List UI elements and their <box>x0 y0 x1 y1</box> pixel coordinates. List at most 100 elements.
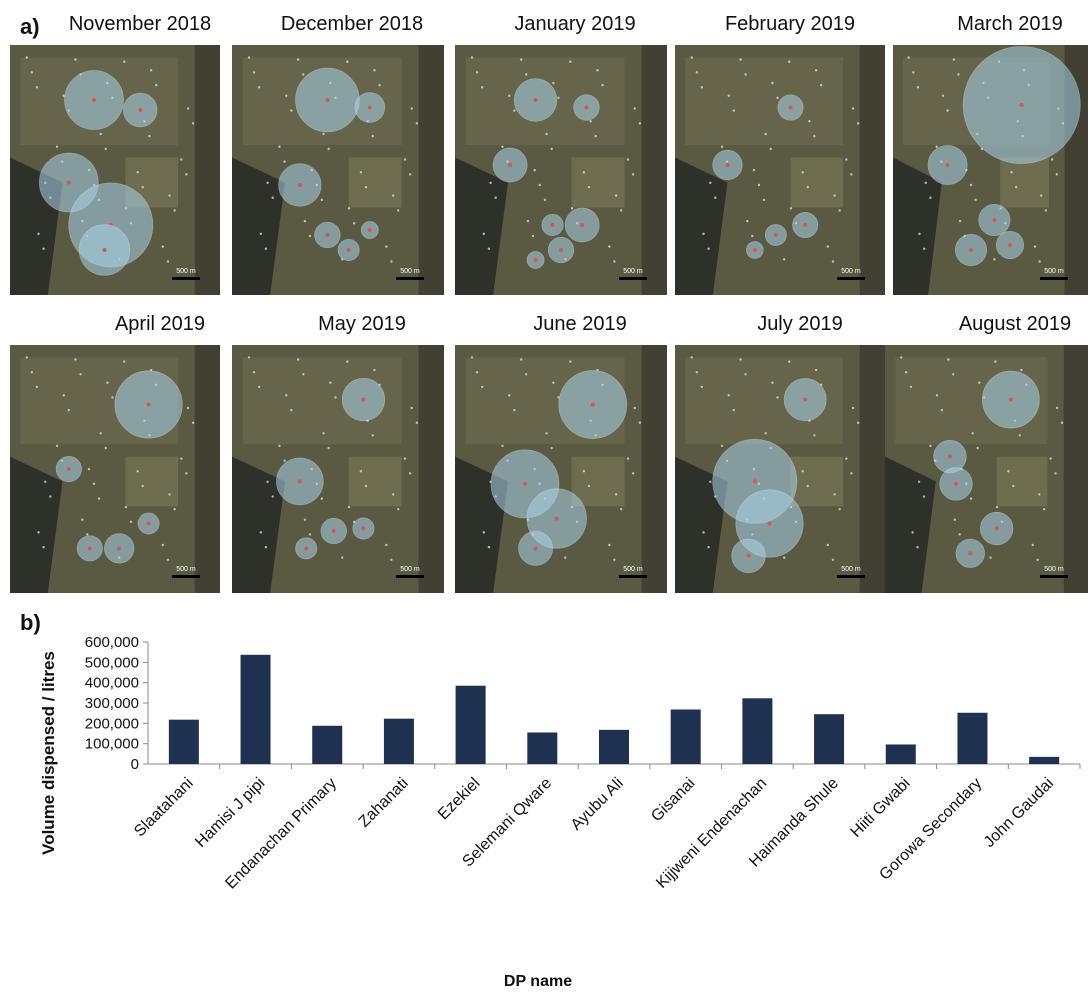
map-settlement-dot <box>104 147 107 151</box>
map-settlement-dot <box>271 196 274 199</box>
x-tick-label: John Gaudai <box>981 775 1057 851</box>
map-panels: November 2018 500 m December 2018 500 m Janu… <box>10 13 1088 593</box>
map-thumbnail: 500 m <box>675 345 885 593</box>
map-settlement-dot <box>935 394 939 397</box>
map-settlement-dot <box>813 134 816 138</box>
map-settlement-dot <box>257 385 261 389</box>
map-settlement-dot <box>545 132 548 136</box>
scale-bar-line <box>172 277 200 280</box>
scale-bar-line <box>396 575 424 578</box>
y-tick-label: 600,000 <box>85 634 139 651</box>
map-settlement-dot <box>845 457 848 460</box>
map-settlement-dot <box>833 493 836 496</box>
map-settlement-dot <box>44 480 47 483</box>
map-thumbnail: 500 m <box>675 45 885 295</box>
dispensing-point-marker <box>590 402 595 407</box>
x-tick-label: Gisanai <box>648 775 698 825</box>
dispensing-point-marker <box>146 402 151 407</box>
dispensing-point-marker <box>725 163 730 167</box>
map-settlement-dot <box>739 58 742 61</box>
map-settlement-dot <box>154 83 158 87</box>
map-settlement-dot <box>947 358 950 361</box>
scale-bar-line <box>619 575 647 578</box>
map-settlement-dot <box>826 543 830 547</box>
dispensing-point-marker <box>752 248 757 252</box>
dispensing-point-marker <box>1008 243 1012 247</box>
map-settlement-dot <box>543 198 547 202</box>
satellite-map: 500 m <box>885 345 1088 593</box>
map-thumbnail: 500 m <box>10 45 220 295</box>
map-settlement-dot <box>633 107 636 110</box>
map-settlement-dot <box>123 360 126 363</box>
dispensing-point-marker <box>146 521 151 526</box>
map-settlement-dot <box>285 394 288 397</box>
map-settlement-dot <box>42 247 45 250</box>
map-settlement-dot <box>1020 368 1023 372</box>
dispensing-point-marker <box>746 553 751 558</box>
map-settlement-dot <box>552 81 555 85</box>
x-tick-label: Hiiti Gwabi <box>848 775 914 841</box>
map-settlement-dot <box>764 432 767 435</box>
map-settlement-dot <box>702 531 705 534</box>
map-settlement-dot <box>501 444 504 448</box>
map-settlement-dot <box>148 134 151 138</box>
satellite-map: 500 m <box>455 45 667 295</box>
x-tick-label: Ayubu Ali <box>568 775 627 834</box>
map-settlement-dot <box>814 69 818 72</box>
dispensing-point-marker <box>767 521 772 526</box>
scale-bar-line <box>396 277 424 280</box>
y-tick-label: 500,000 <box>85 654 139 671</box>
dispensing-point-marker <box>580 223 585 227</box>
map-settlement-dot <box>334 396 337 399</box>
dispensing-point-marker <box>788 105 793 110</box>
map-settlement-dot <box>732 408 735 412</box>
dispensing-point-marker <box>584 105 589 110</box>
map-settlement-dot <box>974 198 977 202</box>
map-settlement-dot <box>480 385 484 389</box>
map-settlement-dot <box>594 134 597 138</box>
map-escarpment <box>675 157 728 295</box>
map-settlement-dot <box>917 480 921 483</box>
map-settlement-dot <box>385 543 388 547</box>
map-settlement-dot <box>410 406 413 410</box>
map-settlement-dot <box>776 96 779 100</box>
map-settlement-dot <box>397 507 400 511</box>
map-settlement-dot <box>30 71 34 74</box>
map-settlement-dot <box>173 209 176 212</box>
dispensing-point-marker <box>533 546 538 551</box>
map-settlement-dot <box>123 60 126 63</box>
map-field <box>125 456 178 507</box>
map-settlement-dot <box>788 360 791 363</box>
map-settlement-dot <box>364 185 368 189</box>
map-settlement-dot <box>764 132 767 136</box>
dispensing-point-marker <box>297 479 302 484</box>
dispensing-point-marker <box>325 233 330 237</box>
map-settlement-dot <box>513 109 516 112</box>
map-title: March 2019 <box>957 13 1063 35</box>
map-thumbnail: 500 m <box>885 345 1088 593</box>
map-settlement-dot <box>37 232 40 236</box>
map-settlement-dot <box>519 358 523 361</box>
dispensing-point-marker <box>533 98 538 102</box>
satellite-map: 500 m <box>232 345 444 593</box>
map-settlement-dot <box>302 73 305 76</box>
map-settlement-dot <box>166 260 170 263</box>
map-settlement-dot <box>415 122 419 125</box>
map-settlement-dot <box>106 381 109 384</box>
dispensing-point-marker <box>1008 397 1013 402</box>
map-settlement-dot <box>838 209 841 212</box>
map-settlement-dot <box>707 247 710 250</box>
map-settlement-dot <box>801 171 804 174</box>
map-settlement-dot <box>714 196 717 199</box>
map-settlement-dot <box>700 86 704 89</box>
map-settlement-dot <box>850 173 853 176</box>
map-settlement-dot <box>494 196 497 199</box>
map-settlement-dot <box>487 247 491 250</box>
map-settlement-dot <box>359 470 363 473</box>
map-settlement-dot <box>385 245 388 248</box>
map-settlement-dot <box>185 472 188 475</box>
map-settlement-dot <box>912 71 915 74</box>
map-settlement-dot <box>161 245 165 248</box>
map-settlement-dot <box>35 86 39 89</box>
map-settlement-dot <box>55 145 59 148</box>
